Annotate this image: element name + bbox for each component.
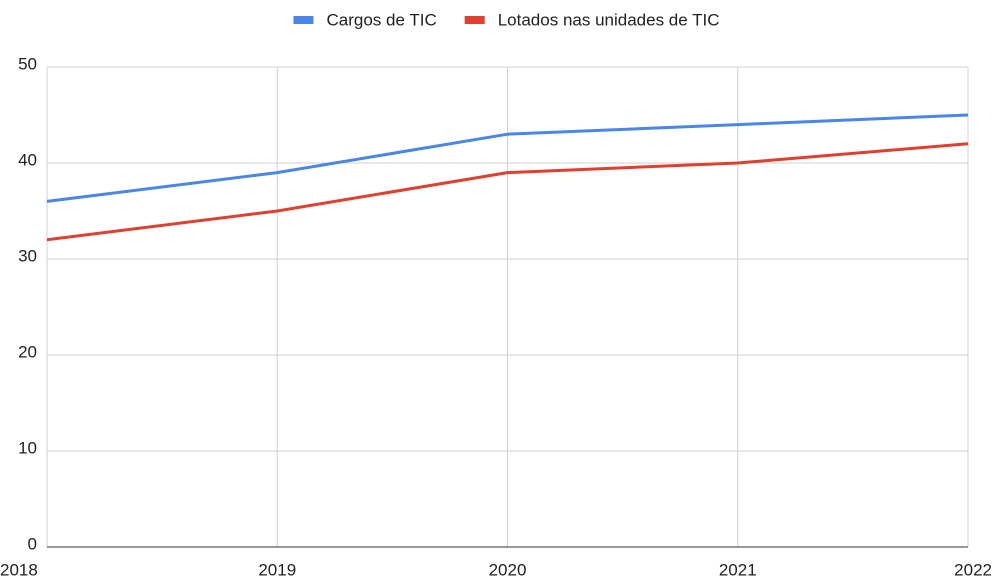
line <box>46 113 969 203</box>
line <box>46 142 969 242</box>
legend-swatch <box>464 16 485 24</box>
legend-swatch <box>293 16 314 24</box>
y-tick-label: 50 <box>18 54 37 73</box>
x-tick-label: 2022 <box>954 560 992 579</box>
y-tick-label: 30 <box>18 246 37 265</box>
x-tick-label: 2021 <box>719 560 757 579</box>
x-tick-label: 2020 <box>489 560 527 579</box>
x-tick-label: 2018 <box>0 560 38 579</box>
y-tick-label: 20 <box>18 342 37 361</box>
y-tick-label: 40 <box>18 150 37 169</box>
y-tick-label: 0 <box>28 534 37 553</box>
y-tick-label: 10 <box>18 438 37 457</box>
legend-label: Lotados nas unidades de TIC <box>498 10 720 29</box>
legend-label: Cargos de TIC <box>326 10 436 29</box>
x-tick-label: 2019 <box>258 560 296 579</box>
